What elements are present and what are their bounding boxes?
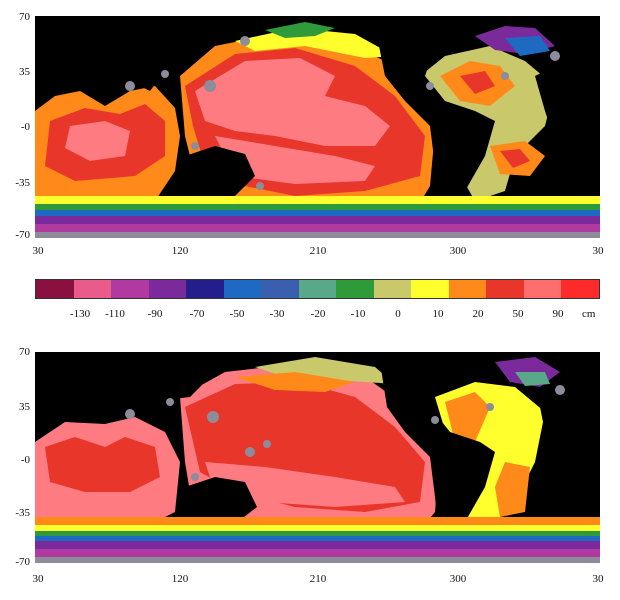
top-y-tick: -0 <box>20 121 30 133</box>
top-x-tick: 210 <box>309 245 327 257</box>
colorbar-label: 10 <box>432 308 444 320</box>
top-x-tick: 120 <box>171 245 189 257</box>
top-x-tick: 30 <box>32 245 44 257</box>
colorbar-label: -90 <box>147 308 163 320</box>
top-y-tick: -70 <box>15 229 30 241</box>
bottom-x-tick: 210 <box>309 573 327 585</box>
colorbar-swatch <box>261 280 299 298</box>
colorbar-swatch <box>186 280 224 298</box>
top-y-tick: -35 <box>15 177 30 189</box>
colorbar-label: -110 <box>105 308 125 320</box>
colorbar-swatch <box>298 280 337 298</box>
land-australia <box>185 146 255 196</box>
colorbar-swatch <box>448 280 487 298</box>
top-x-tick: 30 <box>592 245 604 257</box>
colorbar-swatch <box>523 280 562 298</box>
bottom-y-tick: -35 <box>15 507 30 519</box>
colorbar-swatch <box>561 280 599 298</box>
bottom-y-tick: -70 <box>15 556 30 568</box>
colorbar-label: 50 <box>512 308 524 320</box>
colorbar-swatch <box>111 280 149 298</box>
top-y-tick: 70 <box>19 11 30 23</box>
colorbar-swatch <box>36 280 74 298</box>
bottom-y-tick: -0 <box>20 454 30 466</box>
top-y-tick: 35 <box>19 66 30 78</box>
bottom-map-field <box>35 352 600 563</box>
colorbar-label: -50 <box>229 308 245 320</box>
colorbar-swatch <box>223 280 262 298</box>
colorbar-swatch <box>336 280 374 298</box>
land-americas <box>375 21 495 216</box>
colorbar-label: -30 <box>269 308 285 320</box>
bottom-y-tick: 35 <box>19 401 30 413</box>
colorbar <box>35 279 600 299</box>
colorbar-unit: cm <box>582 308 596 320</box>
top-x-tick: 300 <box>449 245 467 257</box>
colorbar-label: -130 <box>69 308 91 320</box>
colorbar-swatch <box>411 280 449 298</box>
bottom-x-tick: 30 <box>592 573 604 585</box>
bottom-x-tick: 300 <box>449 573 467 585</box>
colorbar-label: 20 <box>472 308 484 320</box>
colorbar-label: -20 <box>310 308 326 320</box>
colorbar-label: -70 <box>189 308 205 320</box>
colorbar-label: 90 <box>552 308 564 320</box>
bottom-x-tick: 120 <box>171 573 189 585</box>
bottom-y-tick: 70 <box>19 346 30 358</box>
colorbar-label: -10 <box>350 308 366 320</box>
land-africa-eurasia <box>35 16 225 96</box>
colorbar-swatch <box>486 280 524 298</box>
top-map <box>35 16 600 238</box>
bottom-x-tick: 30 <box>32 573 44 585</box>
bottom-map <box>35 352 600 563</box>
colorbar-label: 0 <box>395 308 401 320</box>
colorbar-swatch <box>373 280 412 298</box>
colorbar-swatch <box>148 280 187 298</box>
colorbar-swatch <box>73 280 112 298</box>
top-map-field <box>35 16 600 238</box>
